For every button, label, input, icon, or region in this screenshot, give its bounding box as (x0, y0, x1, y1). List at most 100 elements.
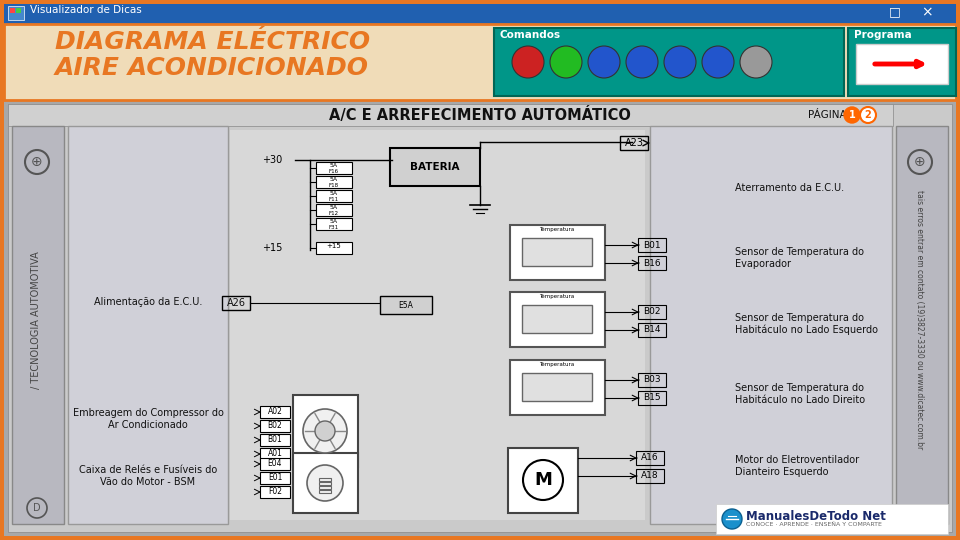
Text: CONOCE · APRENDE · ENSEÑA Y COMPARTE: CONOCE · APRENDE · ENSEÑA Y COMPARTE (746, 522, 882, 527)
Bar (316, 190, 352, 202)
Text: F18: F18 (329, 183, 339, 188)
Bar (638, 305, 666, 319)
Text: +15: +15 (262, 243, 282, 253)
Bar (508, 448, 578, 513)
Circle shape (512, 46, 544, 78)
Bar (510, 360, 605, 415)
Bar (522, 305, 592, 333)
Bar (390, 148, 480, 186)
Bar (856, 44, 948, 84)
Bar (8, 6, 24, 20)
Text: A01: A01 (268, 449, 282, 458)
Text: B15: B15 (643, 394, 660, 402)
Bar (319, 490, 331, 493)
Bar (638, 238, 666, 252)
Bar (638, 373, 666, 387)
Text: Habitáculo no Lado Esquerdo: Habitáculo no Lado Esquerdo (735, 325, 878, 335)
Text: Evaporador: Evaporador (735, 259, 791, 269)
Text: A23: A23 (625, 138, 643, 148)
Text: Ar Condicionado: Ar Condicionado (108, 420, 188, 430)
Text: A16: A16 (641, 454, 659, 462)
Circle shape (626, 46, 658, 78)
Circle shape (664, 46, 696, 78)
Circle shape (523, 460, 563, 500)
Text: E04: E04 (268, 460, 282, 469)
Bar (12, 126, 64, 524)
Bar (494, 28, 844, 96)
Bar (716, 504, 948, 534)
Bar (260, 406, 290, 418)
Text: Embreagem do Compressor do: Embreagem do Compressor do (73, 408, 224, 418)
Bar (510, 225, 605, 280)
Text: 5A: 5A (330, 205, 338, 210)
Bar (16, 8, 21, 13)
Bar (293, 453, 358, 513)
Text: F16: F16 (329, 169, 339, 174)
Text: D: D (34, 503, 41, 513)
Bar (260, 486, 290, 498)
Text: tais erros entrar em contato (19)3827-3330 ou www.dicatec.com.br: tais erros entrar em contato (19)3827-33… (916, 191, 924, 450)
Text: Programa: Programa (854, 30, 912, 40)
Text: 5A: 5A (330, 191, 338, 196)
Text: A/C E ARREFECIMENTO AUTOMÁTICO: A/C E ARREFECIMENTO AUTOMÁTICO (329, 107, 631, 123)
Circle shape (702, 46, 734, 78)
Text: Sensor de Temperatura do: Sensor de Temperatura do (735, 247, 864, 257)
Bar (316, 176, 352, 188)
Bar (522, 238, 592, 266)
Text: Visualizador de Dicas: Visualizador de Dicas (30, 5, 142, 15)
Bar (650, 126, 892, 524)
Text: F11: F11 (329, 197, 339, 202)
Text: ManualesDeTodo Net: ManualesDeTodo Net (746, 510, 886, 523)
Text: Habitáculo no Lado Direito: Habitáculo no Lado Direito (735, 395, 865, 405)
Bar (896, 126, 948, 524)
Text: A02: A02 (268, 408, 282, 416)
Text: B02: B02 (643, 307, 660, 316)
Text: □: □ (889, 5, 900, 18)
Text: B16: B16 (643, 259, 660, 267)
Bar (510, 292, 605, 347)
Text: E5A: E5A (398, 300, 414, 309)
Bar (636, 451, 664, 465)
Text: B02: B02 (268, 422, 282, 430)
Text: A18: A18 (641, 471, 659, 481)
Text: Vão do Motor - BSM: Vão do Motor - BSM (101, 477, 196, 487)
Text: Sensor de Temperatura do: Sensor de Temperatura do (735, 313, 864, 323)
Circle shape (303, 409, 347, 453)
Bar (319, 486, 331, 489)
Text: 1: 1 (849, 110, 855, 120)
Bar (316, 204, 352, 216)
Text: F02: F02 (268, 488, 282, 496)
Bar (260, 420, 290, 432)
Text: B01: B01 (643, 240, 660, 249)
Text: DIAGRAMA ELÉCTRICO: DIAGRAMA ELÉCTRICO (55, 30, 371, 54)
Bar (260, 434, 290, 446)
Text: E01: E01 (268, 474, 282, 483)
Bar (260, 448, 290, 460)
Circle shape (588, 46, 620, 78)
Bar (260, 472, 290, 484)
Text: Motor do Eletroventilador: Motor do Eletroventilador (735, 455, 859, 465)
Text: Temperatura: Temperatura (540, 362, 575, 367)
Bar (4, 100, 956, 536)
Bar (316, 162, 352, 174)
Text: Dianteiro Esquerdo: Dianteiro Esquerdo (735, 467, 828, 477)
Text: 5A: 5A (330, 219, 338, 224)
Bar (638, 256, 666, 270)
Circle shape (844, 107, 860, 123)
Text: Temperatura: Temperatura (540, 227, 575, 232)
Bar (848, 28, 956, 96)
Circle shape (860, 107, 876, 123)
Text: 5A: 5A (330, 177, 338, 182)
Bar (260, 458, 290, 470)
Bar (316, 242, 352, 254)
Bar (319, 482, 331, 485)
Bar (638, 391, 666, 405)
Circle shape (550, 46, 582, 78)
Bar (636, 469, 664, 483)
Text: F12: F12 (329, 211, 339, 216)
Text: +30: +30 (262, 155, 282, 165)
Text: Sensor de Temperatura do: Sensor de Temperatura do (735, 383, 864, 393)
Text: B01: B01 (268, 435, 282, 444)
Circle shape (307, 465, 343, 501)
Text: AIRE ACONDICIONADO: AIRE ACONDICIONADO (55, 56, 369, 80)
